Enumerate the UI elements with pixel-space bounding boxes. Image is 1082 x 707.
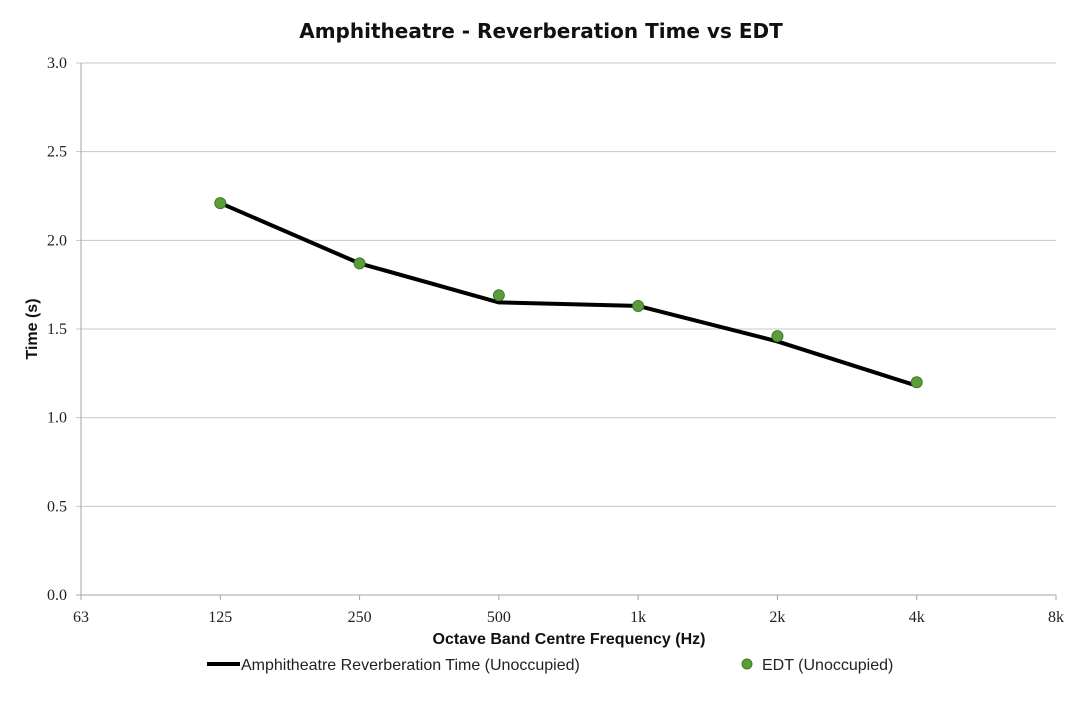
x-tick-label: 4k [909, 609, 925, 626]
edt-point [492, 289, 505, 302]
y-tick-label: 3.0 [47, 55, 67, 72]
x-axis-title: Octave Band Centre Frequency (Hz) [433, 631, 706, 648]
y-tick-label: 0.5 [47, 498, 67, 515]
series [214, 197, 923, 389]
legend-label-edt: EDT (Unoccupied) [762, 657, 893, 674]
edt-point [910, 376, 923, 389]
y-axis-title: Time (s) [24, 298, 41, 359]
y-tick-labels: 0.0 0.5 1.0 1.5 2.0 2.5 3.0 [47, 55, 67, 604]
x-tick-label: 1k [630, 609, 646, 626]
edt-point [771, 330, 784, 343]
chart-title: Amphitheatre - Reverberation Time vs EDT [299, 19, 783, 43]
y-tick-label: 1.0 [47, 410, 67, 427]
gridlines [76, 62, 1056, 596]
series-line-reverberation-time [219, 201, 918, 388]
edt-point [353, 257, 366, 270]
edt-point [632, 299, 645, 312]
legend-label-rt: Amphitheatre Reverberation Time (Unoccup… [241, 657, 580, 674]
y-tick-label: 2.0 [47, 232, 67, 249]
x-tick-labels: 63 125 250 500 1k 2k 4k 8k [73, 595, 1064, 626]
legend: Amphitheatre Reverberation Time (Unoccup… [207, 657, 893, 674]
y-tick-label: 1.5 [47, 321, 67, 338]
x-tick-label: 500 [487, 609, 511, 626]
x-tick-label: 125 [208, 609, 232, 626]
x-tick-label: 63 [73, 609, 89, 626]
x-tick-label: 250 [348, 609, 372, 626]
edt-point [214, 197, 227, 210]
legend-marker-swatch [741, 658, 753, 670]
y-tick-label: 2.5 [47, 144, 67, 161]
x-tick-label: 2k [769, 609, 785, 626]
y-tick-label: 0.0 [47, 587, 67, 604]
x-tick-label: 8k [1048, 609, 1064, 626]
